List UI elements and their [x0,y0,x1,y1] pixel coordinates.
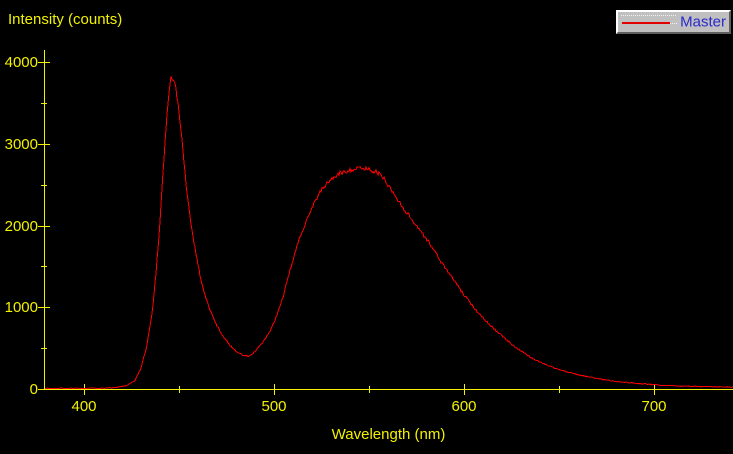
y-tick-label: 4000 [5,54,38,71]
x-tick-label: 600 [451,398,476,415]
x-axis-title: Wavelength (nm) [331,426,446,443]
legend-dotted-line-icon [621,15,726,16]
y-tick-label: 2000 [5,218,38,235]
legend-dotted-line-icon [622,23,723,24]
x-tick-label: 500 [261,398,286,415]
x-tick-label: 400 [71,398,96,415]
y-tick-label: 3000 [5,136,38,153]
legend[interactable]: Master [616,10,731,34]
y-tick-label: 0 [30,381,38,398]
y-tick-label: 1000 [5,299,38,316]
spectrum-curve [45,76,733,390]
legend-series-label[interactable]: Master [677,14,726,30]
legend-line-swatch-icon [622,22,670,24]
x-tick-label: 700 [641,398,666,415]
chart-title: Intensity (counts) [8,11,123,28]
